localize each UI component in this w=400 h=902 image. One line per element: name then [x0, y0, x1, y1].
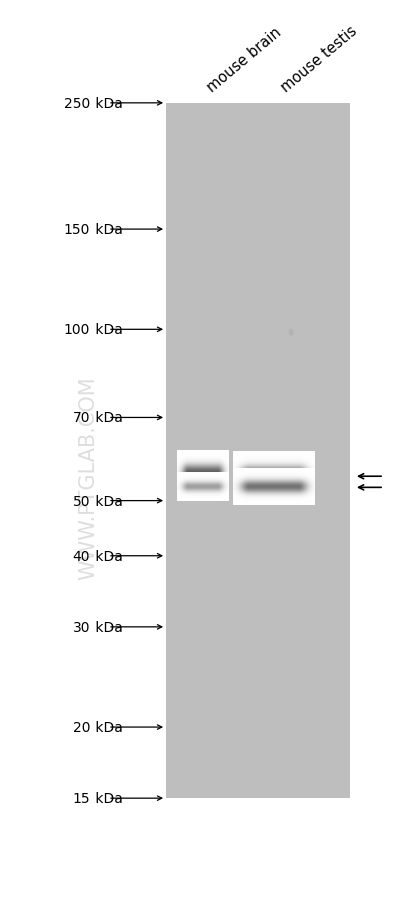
Text: kDa: kDa [91, 223, 123, 237]
Text: 100: 100 [64, 323, 90, 337]
Text: kDa: kDa [91, 621, 123, 634]
Text: kDa: kDa [91, 721, 123, 734]
Text: kDa: kDa [91, 791, 123, 805]
Text: WWW.PTGLAB.COM: WWW.PTGLAB.COM [78, 376, 98, 580]
Text: 70: 70 [72, 411, 90, 425]
Ellipse shape [289, 329, 294, 336]
Text: 50: 50 [72, 494, 90, 508]
Text: kDa: kDa [91, 411, 123, 425]
Text: mouse brain: mouse brain [204, 24, 284, 95]
Text: 150: 150 [64, 223, 90, 237]
Text: mouse testis: mouse testis [278, 23, 360, 95]
Text: kDa: kDa [91, 494, 123, 508]
Text: 20: 20 [72, 721, 90, 734]
Text: 30: 30 [72, 621, 90, 634]
Text: 15: 15 [72, 791, 90, 805]
Bar [166, 104, 350, 798]
Text: kDa: kDa [91, 97, 123, 111]
Text: 40: 40 [72, 549, 90, 563]
Text: kDa: kDa [91, 323, 123, 337]
Text: 250: 250 [64, 97, 90, 111]
Text: kDa: kDa [91, 549, 123, 563]
